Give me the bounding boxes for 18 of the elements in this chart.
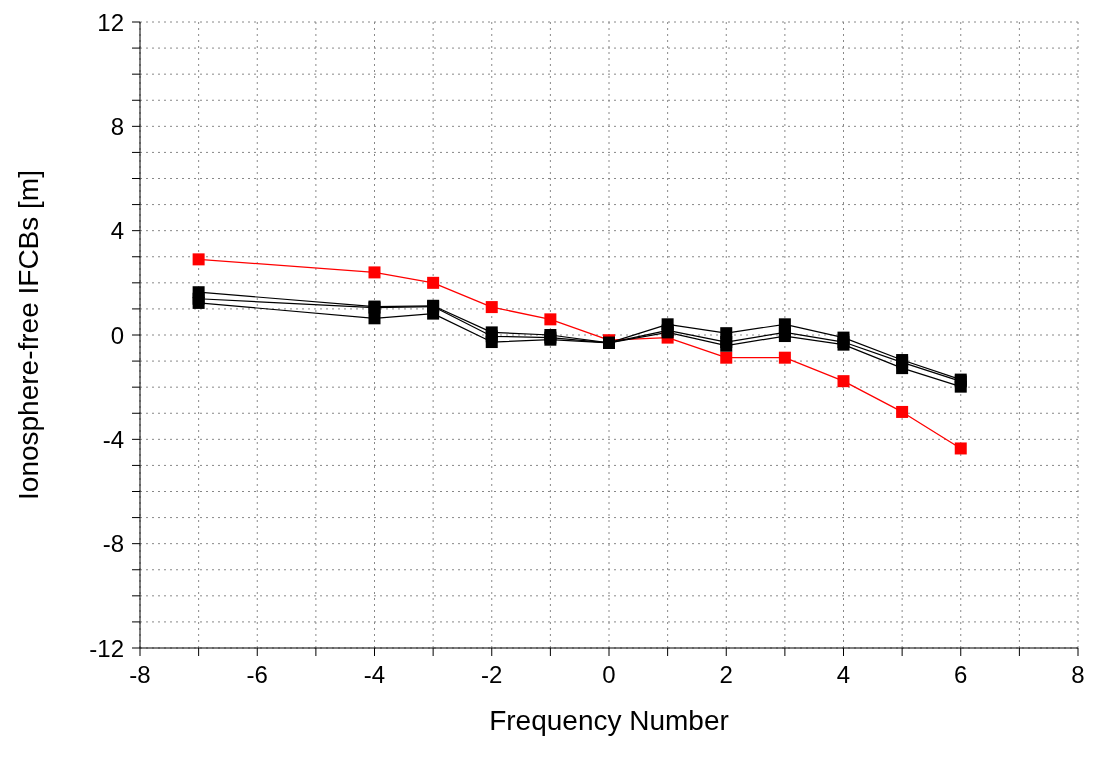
y-axis-title: Ionosphere-free IFCBs [m] bbox=[12, 170, 44, 500]
y-tick-label: -8 bbox=[102, 530, 124, 558]
x-tick-label: 8 bbox=[1071, 661, 1085, 689]
x-tick-label: -2 bbox=[481, 661, 503, 689]
x-tick-label: -4 bbox=[363, 661, 386, 689]
x-tick-label: 4 bbox=[836, 661, 851, 689]
y-tick-label: 0 bbox=[110, 321, 124, 349]
x-tick-label: -6 bbox=[246, 661, 268, 689]
x-axis-title: Frequency Number bbox=[489, 704, 729, 736]
y-tick-label: 4 bbox=[110, 217, 124, 245]
y-tick-label: -4 bbox=[102, 425, 124, 453]
y-tick-label: 8 bbox=[110, 112, 124, 140]
y-tick-label: 12 bbox=[97, 8, 124, 36]
x-tick-label: 0 bbox=[602, 661, 616, 689]
x-tick-label: -8 bbox=[129, 661, 151, 689]
x-tick-label: 6 bbox=[954, 661, 968, 689]
y-tick-label: -12 bbox=[89, 634, 124, 662]
x-tick-label: 2 bbox=[719, 661, 733, 689]
